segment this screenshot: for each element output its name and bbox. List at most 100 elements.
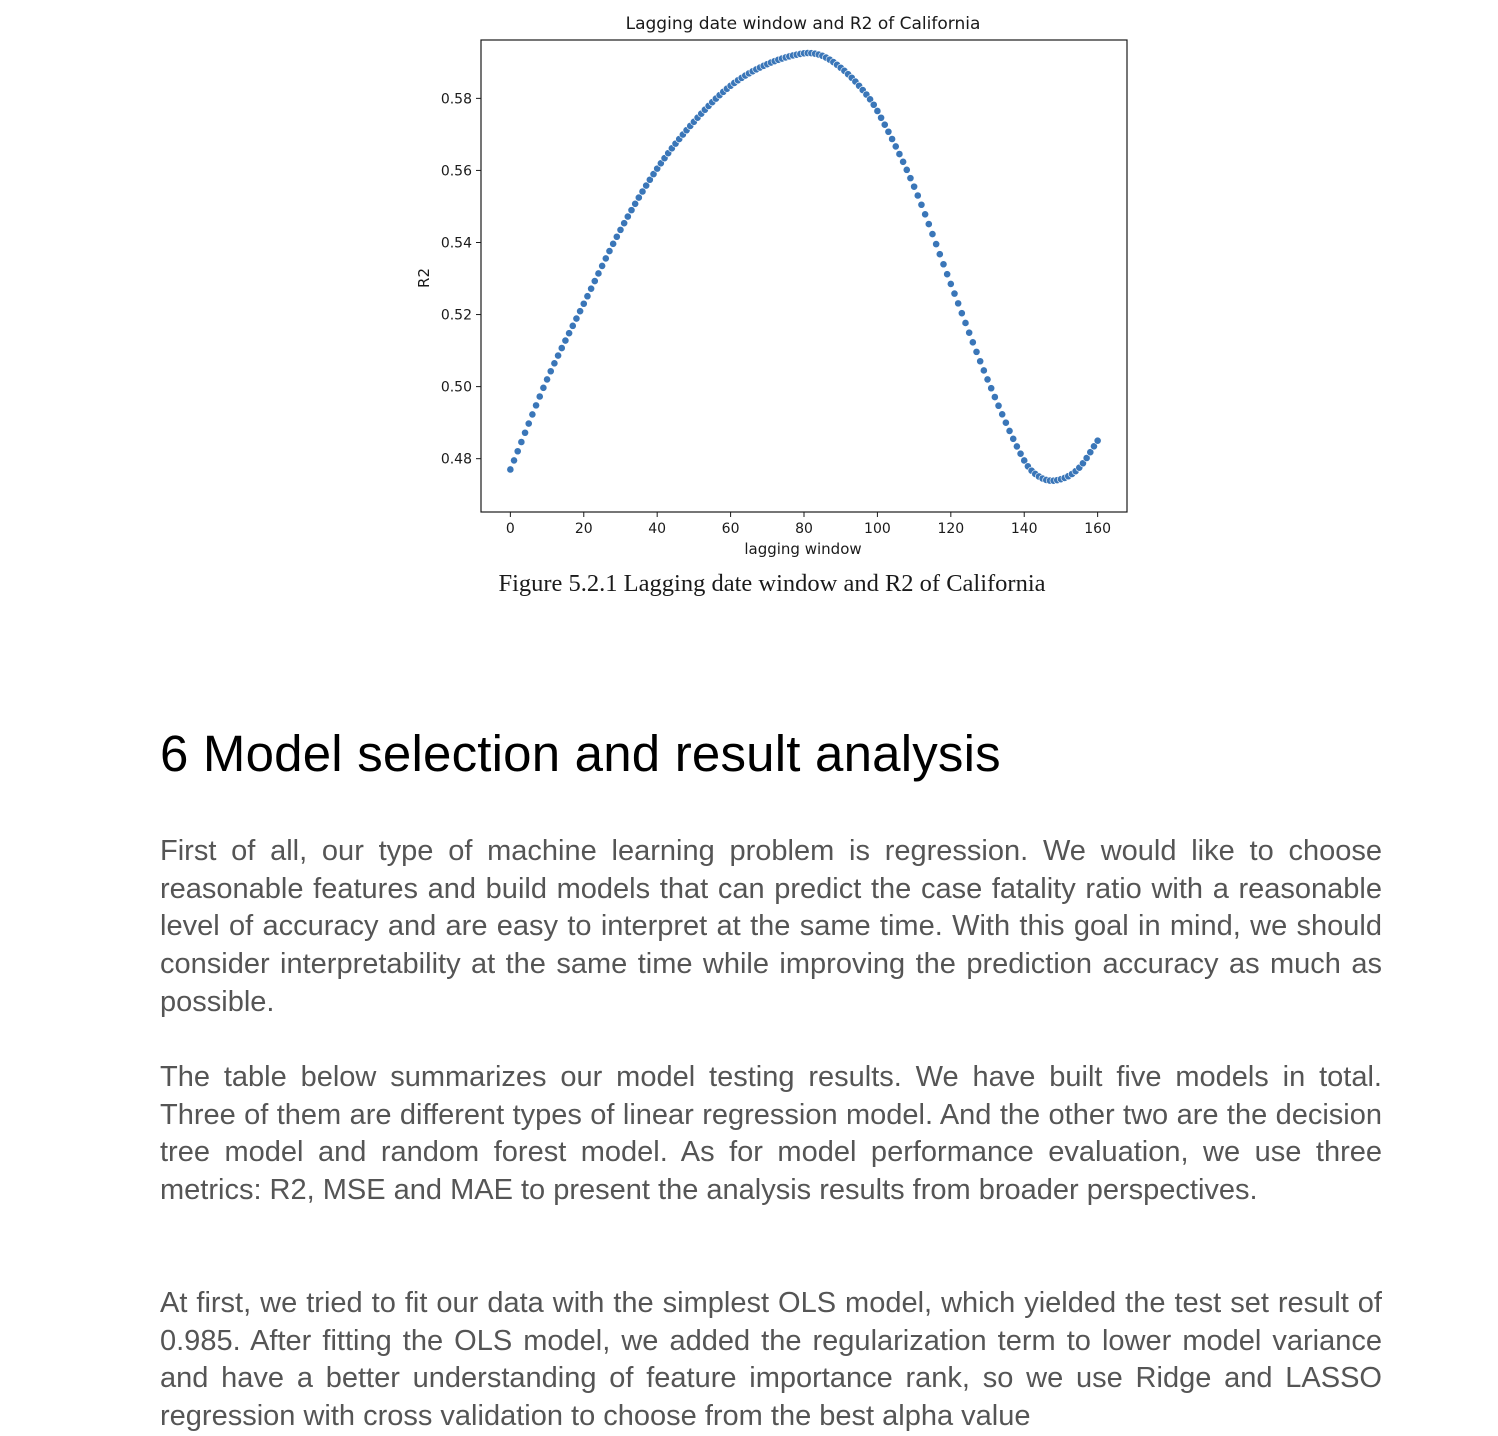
y-tick-label: 0.54 bbox=[441, 235, 472, 251]
data-point bbox=[917, 200, 926, 209]
data-point bbox=[550, 359, 559, 368]
data-point bbox=[979, 366, 988, 375]
x-tick-label: 100 bbox=[864, 521, 891, 537]
data-point bbox=[946, 280, 955, 288]
data-point bbox=[590, 277, 599, 285]
x-axis-label: lagging window bbox=[744, 540, 861, 558]
data-point bbox=[572, 314, 581, 323]
data-point bbox=[939, 260, 948, 269]
data-point bbox=[642, 181, 651, 190]
paragraph: At first, we tried to fit our data with … bbox=[160, 1287, 1382, 1433]
data-point bbox=[583, 292, 592, 301]
y-tick-label: 0.50 bbox=[441, 380, 472, 396]
data-point bbox=[972, 347, 981, 356]
data-point bbox=[990, 393, 999, 401]
data-point bbox=[524, 419, 533, 428]
data-point bbox=[634, 193, 643, 202]
x-tick-label: 0 bbox=[506, 521, 515, 537]
data-point bbox=[866, 95, 874, 104]
data-point bbox=[627, 206, 636, 215]
y-tick-label: 0.48 bbox=[441, 452, 472, 468]
data-point bbox=[954, 299, 963, 308]
x-tick-label: 140 bbox=[1011, 521, 1038, 537]
data-point bbox=[1016, 449, 1025, 458]
data-point bbox=[605, 247, 614, 255]
data-point bbox=[554, 351, 562, 360]
data-point bbox=[932, 240, 941, 249]
data-point bbox=[906, 174, 915, 183]
data-point bbox=[950, 289, 959, 298]
data-point bbox=[594, 269, 603, 278]
data-point bbox=[565, 329, 573, 338]
data-point bbox=[910, 182, 919, 191]
data-point bbox=[546, 367, 555, 376]
data-points bbox=[506, 49, 1102, 485]
data-point bbox=[998, 410, 1007, 419]
data-point bbox=[579, 299, 588, 308]
data-point bbox=[961, 319, 970, 327]
x-axis: 0 20 40 60 80 100 120 140 160 bbox=[506, 512, 1111, 537]
data-point bbox=[576, 307, 584, 316]
data-point bbox=[620, 219, 629, 228]
data-point bbox=[895, 150, 904, 158]
data-point bbox=[1079, 459, 1087, 468]
data-point bbox=[623, 212, 632, 221]
data-point bbox=[877, 113, 885, 122]
data-point bbox=[645, 175, 654, 184]
data-point bbox=[957, 309, 966, 318]
data-point bbox=[913, 191, 922, 200]
data-point bbox=[902, 165, 911, 174]
data-point bbox=[601, 254, 610, 263]
x-tick-label: 80 bbox=[795, 521, 813, 537]
data-point bbox=[506, 465, 515, 474]
paragraph: First of all, our type of machine learni… bbox=[160, 835, 1382, 1018]
data-point bbox=[921, 210, 930, 219]
data-point bbox=[1012, 442, 1021, 451]
x-tick-label: 60 bbox=[722, 521, 740, 537]
x-tick-label: 160 bbox=[1084, 521, 1111, 537]
data-point bbox=[598, 262, 607, 270]
plot-frame bbox=[480, 39, 1128, 513]
chart-title: Lagging date window and R2 of California bbox=[626, 14, 981, 34]
section-heading: 6 Model selection and result analysis bbox=[160, 725, 1001, 782]
data-point bbox=[1090, 442, 1098, 451]
data-point bbox=[1093, 436, 1102, 445]
data-point bbox=[968, 338, 977, 347]
data-point bbox=[880, 120, 889, 129]
x-tick-label: 20 bbox=[575, 521, 593, 537]
data-point bbox=[1001, 418, 1010, 427]
figure: Lagging date window and R2 of California… bbox=[0, 0, 1498, 620]
data-point bbox=[935, 250, 944, 259]
data-point bbox=[513, 447, 522, 456]
data-point bbox=[884, 127, 893, 136]
scatter-chart: Lagging date window and R2 of California… bbox=[415, 14, 1128, 558]
y-axis: 0.48 0.50 0.52 0.54 0.56 0.58 bbox=[441, 91, 481, 468]
data-point bbox=[924, 220, 933, 228]
figure-caption: Figure 5.2.1 Lagging date window and R2 … bbox=[498, 570, 1046, 597]
data-point bbox=[653, 164, 662, 173]
data-point bbox=[539, 383, 548, 392]
data-point bbox=[521, 428, 529, 437]
data-point bbox=[612, 232, 621, 241]
data-point bbox=[568, 321, 577, 330]
data-point bbox=[587, 284, 596, 293]
data-point bbox=[891, 142, 900, 151]
data-point bbox=[899, 157, 907, 166]
data-point bbox=[638, 187, 647, 196]
y-tick-label: 0.52 bbox=[441, 308, 472, 324]
data-point bbox=[1009, 434, 1018, 443]
data-point bbox=[869, 100, 878, 109]
data-point bbox=[517, 438, 526, 446]
data-point bbox=[528, 410, 537, 419]
y-tick-label: 0.58 bbox=[441, 91, 472, 107]
data-point bbox=[1005, 426, 1014, 435]
data-point bbox=[965, 328, 974, 337]
data-point bbox=[888, 135, 896, 143]
data-point bbox=[1020, 456, 1029, 465]
data-point bbox=[532, 401, 540, 410]
paragraph: The table below summarizes our model tes… bbox=[160, 1061, 1382, 1207]
data-point bbox=[994, 401, 1003, 410]
data-point bbox=[943, 270, 952, 279]
data-point bbox=[557, 344, 566, 352]
x-tick-label: 40 bbox=[648, 521, 666, 537]
